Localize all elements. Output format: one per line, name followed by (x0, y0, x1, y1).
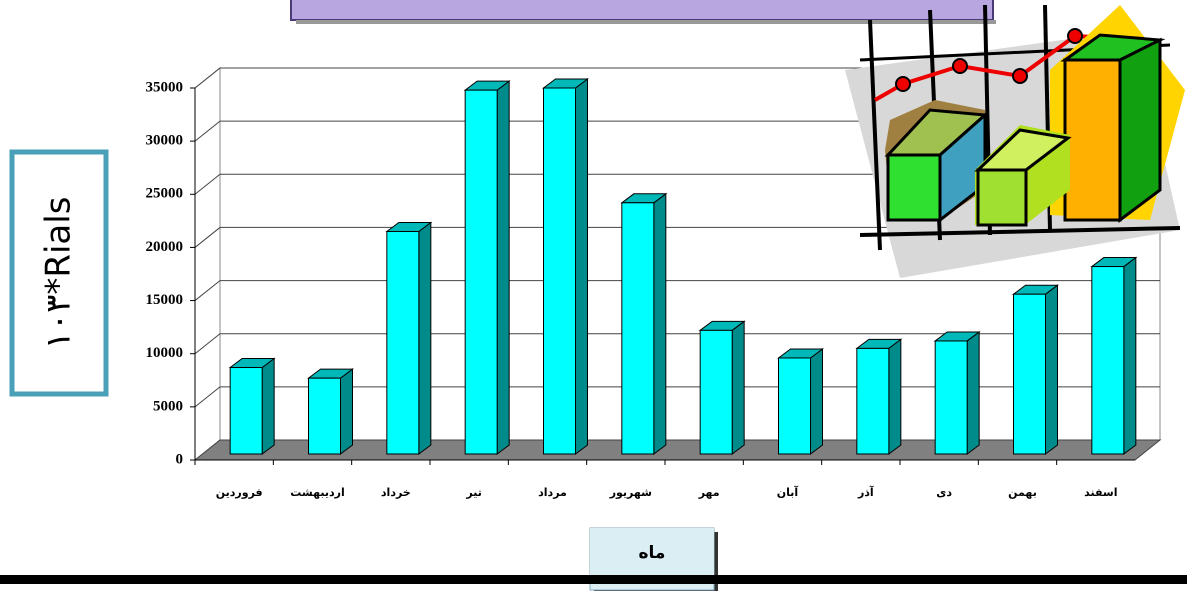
title-box (291, 0, 993, 20)
bar-front (465, 90, 497, 454)
bar-front (309, 378, 341, 454)
bar-side (497, 81, 509, 454)
bar (935, 332, 979, 454)
y-tick-label: 5000 (153, 398, 183, 414)
bar-front (230, 368, 262, 454)
y-axis-label: ۱۰۳*Rials (39, 197, 79, 350)
y-tick-label: 10000 (146, 345, 184, 361)
bar-front (779, 358, 811, 454)
x-axis-label: ماه (639, 543, 666, 563)
bar-front (700, 330, 732, 454)
x-tick-label: مهر (698, 486, 720, 499)
bar-side (732, 321, 744, 454)
bar (387, 222, 431, 454)
bar-front (857, 348, 889, 454)
x-tick-label: اردیبهشت (290, 486, 344, 499)
bar-side (1124, 258, 1136, 454)
bar (544, 79, 588, 454)
x-tick-label: تیر (465, 486, 481, 499)
y-tick-label: 25000 (146, 186, 184, 202)
bar-front (387, 231, 419, 454)
clip-art (845, 5, 1185, 278)
bar-front (622, 203, 654, 454)
x-tick-label: اسفند (1084, 486, 1117, 499)
bar (857, 339, 901, 454)
x-tick-label: فروردین (216, 486, 263, 499)
bar (700, 321, 744, 454)
y-tick-label: 15000 (146, 292, 184, 308)
bar-front (1092, 267, 1124, 454)
bar (779, 349, 823, 454)
bar-front (544, 88, 576, 454)
bar-side (262, 359, 274, 454)
bar-side (967, 332, 979, 454)
bar-front (1014, 294, 1046, 454)
bar-side (419, 222, 431, 454)
title-shadow (296, 20, 996, 24)
bar (309, 369, 353, 454)
x-tick-label: آبان (777, 485, 799, 499)
chart: ۱۰۳*Rials ماه 0 5000 10000 15000 20000 25000 3… (0, 0, 1187, 591)
bar-side (1046, 285, 1058, 454)
bar (1092, 258, 1136, 454)
bar-side (341, 369, 353, 454)
x-tick-label: دی (936, 486, 952, 499)
bar-side (811, 349, 823, 454)
x-tick-label: آذر (857, 485, 874, 499)
y-tick-label: 30000 (146, 133, 184, 149)
y-tick-label: 20000 (146, 239, 184, 255)
bar-front (935, 341, 967, 454)
x-tick-label: مرداد (538, 486, 567, 499)
x-tick-label: بهمن (1008, 486, 1037, 499)
bar (622, 194, 666, 454)
bar (465, 81, 509, 454)
bar-side (889, 339, 901, 454)
x-tick-label: خرداد (381, 486, 411, 499)
bar-side (576, 79, 588, 454)
y-tick-label: 35000 (146, 79, 184, 95)
x-tick-label: شهریور (609, 486, 652, 499)
bottom-rule (0, 575, 1187, 584)
bar (1014, 285, 1058, 454)
bar (230, 359, 274, 454)
y-tick-label: 0 (176, 451, 184, 467)
bar-side (654, 194, 666, 454)
